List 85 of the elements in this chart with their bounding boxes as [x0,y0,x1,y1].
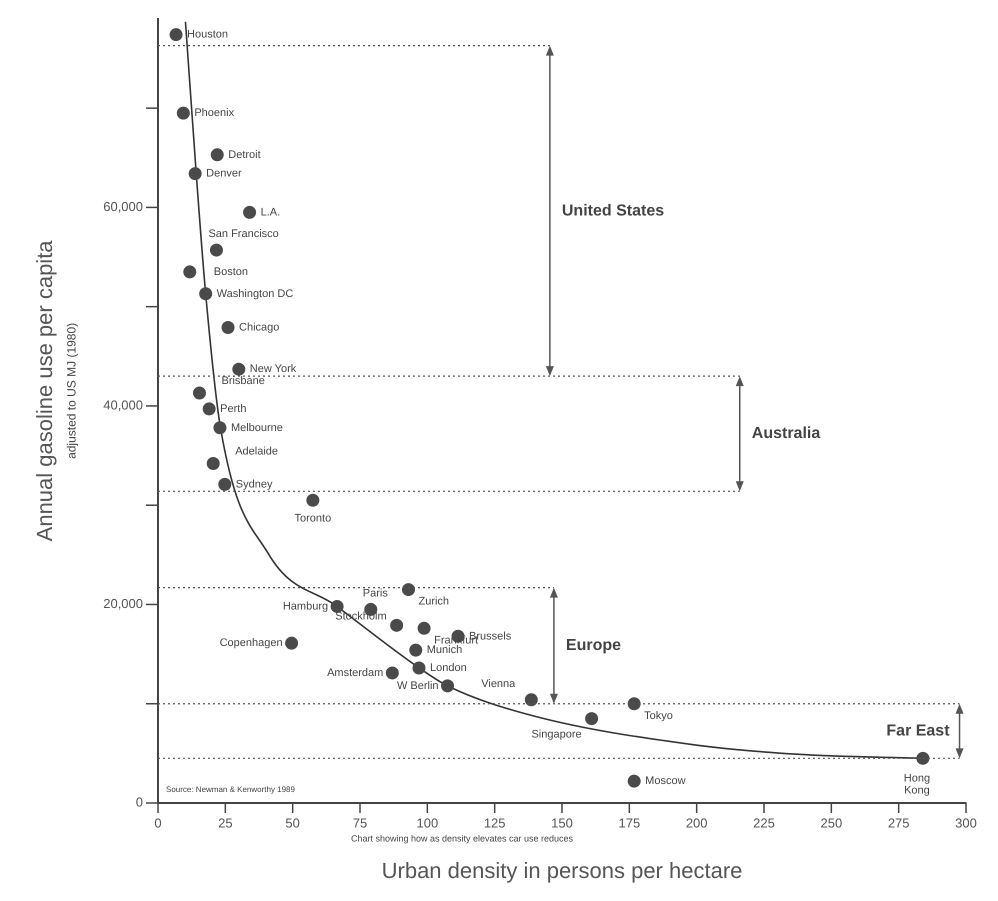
annotation: United States [562,202,664,220]
point [524,693,538,706]
annotation: Chicago [239,322,280,334]
y-tick-label: 40,000 [103,398,143,413]
x-tick-label: 75 [352,815,368,830]
annotation: Far East [886,722,950,740]
y-tick-label: 20,000 [103,596,143,612]
point [202,402,216,416]
point [188,167,202,180]
x-tick-label: 0 [154,815,162,830]
annotation: Phoenix [194,107,235,120]
point [192,386,206,400]
annotation: Zurich [418,596,450,608]
point [916,752,930,765]
annotation: Paris [362,587,388,600]
x-tick-label: 125 [484,815,506,830]
annotation: Boston [214,266,248,278]
annotation: Europe [566,637,622,654]
annotation: Munich [426,644,462,656]
annotation: Adelaide [235,446,278,458]
point [628,774,641,788]
annotation: Brisbane [221,375,265,388]
x-tick-label: 100 [416,815,438,830]
text: Chart showing how as density elevates car use reduces [350,833,574,844]
annotation: Vienna [481,678,516,690]
point [243,206,256,219]
point [222,321,235,334]
x-axis-title: Urban density in persons per hectare [382,858,742,883]
annotation: Toronto [294,512,332,524]
y-tick-label: 0 [136,794,143,810]
point [183,265,196,278]
annotation: San Francisco [208,228,279,240]
annotation: Perth [220,402,246,415]
point [206,457,220,470]
annotation: Copenhagen [220,637,283,650]
point [170,28,183,42]
x-tick-label: 50 [285,815,300,830]
x-tick-label: 200 [686,815,708,830]
y-tick-label: 60,000 [103,198,143,214]
annotation: Tokyo [644,710,673,722]
point [409,644,422,657]
annotation: Denver [206,168,242,180]
annotation: Moscow [645,775,686,788]
point [386,666,399,680]
point [210,244,223,257]
x-tick-label: 225 [753,815,775,830]
point [418,622,431,635]
y-axis-title: Annual gasoline use per capita [32,240,58,542]
annotation: Amsterdam [327,666,384,679]
point [402,583,415,596]
point [585,712,598,726]
annotation: Singapore [531,728,582,741]
annotation: W Berlin [396,680,439,692]
annotation: Washington DC [216,288,294,300]
annotation: New York [250,363,297,376]
annotation: Sydney [236,478,273,490]
annotation: Detroit [228,148,261,161]
point [232,362,246,376]
text: adjusted to US MJ (1980) [64,322,78,459]
x-tick-label: 150 [551,815,573,830]
annotation: Melbourne [230,422,283,434]
point [330,600,344,613]
x-tick-label: 300 [955,815,977,830]
annotation: Hong Kong [904,772,930,796]
annotation: Houston [187,28,228,41]
point [285,636,298,650]
point [210,148,224,162]
annotation: London [430,662,467,674]
point [412,662,426,674]
annotation: Hamburg [282,600,328,612]
point [441,679,454,692]
point [199,287,212,300]
point [176,106,190,120]
point [218,478,232,491]
point [390,618,404,632]
x-tick-label: 25 [218,815,233,830]
annotation: L.A. [260,206,280,218]
x-tick-label: 175 [618,815,640,830]
annotation: Australia [752,425,820,442]
annotation: Source: Newman & Kenworthy 1989 [166,785,296,794]
point [628,697,641,710]
x-tick-label: 275 [888,815,910,830]
x-tick-label: 250 [820,815,842,830]
point [306,494,320,507]
point [213,421,226,434]
